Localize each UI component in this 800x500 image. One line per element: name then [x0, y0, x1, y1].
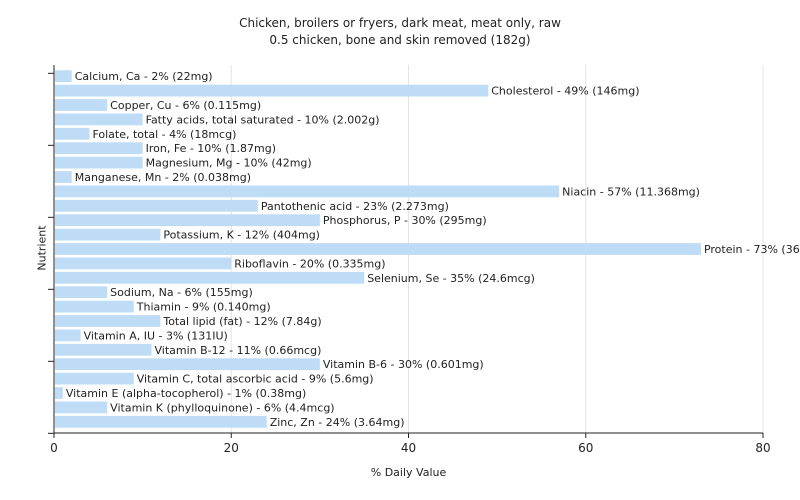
- x-tick-label: 0: [50, 441, 58, 455]
- x-tick-label: 80: [755, 441, 770, 455]
- bar: [55, 70, 72, 83]
- bar-label: Copper, Cu - 6% (0.115mg): [110, 99, 261, 112]
- bar: [55, 315, 161, 327]
- bar-label: Folate, total - 4% (18mcg): [92, 128, 236, 141]
- bar-label: Cholesterol - 49% (146mg): [491, 85, 639, 98]
- bar: [55, 113, 143, 126]
- bar-label: Phosphorus, P - 30% (295mg): [323, 214, 487, 227]
- bar: [55, 401, 108, 414]
- bar-label: Vitamin C, total ascorbic acid - 9% (5.6…: [137, 373, 374, 386]
- bar-label: Vitamin B-6 - 30% (0.601mg): [323, 358, 484, 371]
- bar: [55, 257, 232, 270]
- bar-label: Fatty acids, total saturated - 10% (2.00…: [146, 113, 380, 126]
- bar-label: Calcium, Ca - 2% (22mg): [75, 70, 213, 83]
- bar-label: Total lipid (fat) - 12% (7.84g): [162, 315, 321, 328]
- bar: [55, 84, 489, 97]
- bar: [55, 156, 143, 169]
- bar: [55, 271, 365, 284]
- bar-label: Protein - 73% (36.55g): [704, 243, 800, 256]
- bar-label: Sodium, Na - 6% (155mg): [110, 286, 253, 299]
- bar: [55, 142, 143, 155]
- bar-label: Selenium, Se - 35% (24.6mcg): [367, 272, 535, 285]
- bar: [55, 372, 134, 385]
- bar: [55, 343, 152, 356]
- y-axis-label: Nutrient: [35, 225, 49, 271]
- bar: [55, 99, 108, 111]
- x-tick-label: 60: [578, 441, 593, 455]
- bar-label: Pantothenic acid - 23% (2.273mg): [261, 200, 449, 213]
- bar-label: Zinc, Zn - 24% (3.64mg): [270, 416, 405, 429]
- bar-label: Magnesium, Mg - 10% (42mg): [146, 157, 312, 170]
- bar: [55, 387, 63, 399]
- bar-label: Riboflavin - 20% (0.335mg): [234, 257, 385, 270]
- bar: [55, 300, 134, 313]
- bar: [55, 171, 72, 183]
- bar-label: Iron, Fe - 10% (1.87mg): [146, 142, 276, 155]
- bar-label: Thiamin - 9% (0.140mg): [136, 301, 271, 314]
- bar: [55, 214, 320, 227]
- chart-subtitle: 0.5 chicken, bone and skin removed (182g…: [269, 33, 531, 47]
- x-tick-label: 40: [401, 441, 416, 455]
- x-axis-label: % Daily Value: [370, 466, 447, 479]
- bar: [55, 286, 108, 299]
- bar: [55, 127, 90, 140]
- bar: [55, 329, 81, 342]
- bar-label: Vitamin E (alpha-tocopherol) - 1% (0.38m…: [66, 387, 306, 400]
- x-tick-label: 20: [224, 441, 239, 455]
- bar-label: Niacin - 57% (11.368mg): [562, 185, 700, 198]
- bar-label: Manganese, Mn - 2% (0.038mg): [75, 171, 251, 184]
- chart-title: Chicken, broilers or fryers, dark meat, …: [239, 16, 561, 30]
- bar: [55, 243, 701, 255]
- bar: [55, 415, 267, 428]
- bar-label: Vitamin K (phylloquinone) - 6% (4.4mcg): [110, 401, 334, 414]
- bar: [55, 228, 161, 241]
- bar-label: Potassium, K - 12% (404mg): [163, 229, 320, 242]
- bar: [55, 358, 320, 371]
- bar: [55, 185, 560, 198]
- bar-label: Vitamin A, IU - 3% (131IU): [84, 329, 228, 342]
- bar-label: Vitamin B-12 - 11% (0.66mcg): [154, 344, 321, 357]
- bar: [55, 199, 258, 212]
